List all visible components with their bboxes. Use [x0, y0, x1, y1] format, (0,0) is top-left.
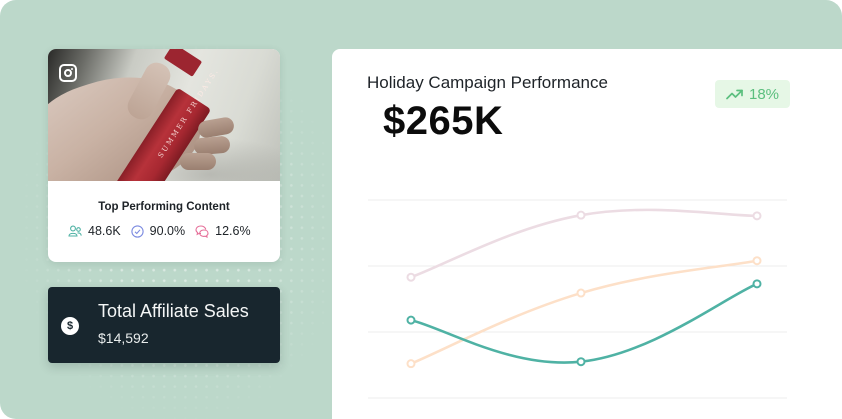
- data-point[interactable]: [752, 279, 762, 289]
- stat-value: 90.0%: [149, 224, 186, 238]
- users-icon: [68, 225, 82, 237]
- content-stats: 48.6K 90.0% 12.6%: [68, 224, 261, 238]
- panel-total-value: $265K: [383, 99, 504, 143]
- stat-value: 12.6%: [215, 224, 251, 238]
- affiliate-sales-card[interactable]: $ Total Affiliate Sales $14,592: [48, 287, 280, 363]
- stat-reach: 48.6K: [68, 224, 121, 238]
- series-line-orange: [409, 259, 759, 365]
- card-title: Top Performing Content: [98, 201, 230, 213]
- stat-engagement: 12.6%: [195, 224, 251, 238]
- content-photo[interactable]: SUMMER FRIDAYS.: [48, 49, 280, 181]
- top-content-card[interactable]: SUMMER FRIDAYS. Top Performing Content 4…: [48, 49, 280, 262]
- check-circle-icon: [131, 224, 144, 238]
- data-point[interactable]: [576, 357, 586, 367]
- series-line-teal: [409, 282, 759, 364]
- data-point[interactable]: [406, 272, 416, 282]
- data-point[interactable]: [752, 211, 762, 221]
- dollar-icon: $: [61, 317, 79, 335]
- affiliate-value: $14,592: [98, 330, 149, 346]
- data-point[interactable]: [576, 210, 586, 220]
- panel-title: Holiday Campaign Performance: [367, 73, 608, 92]
- trending-up-icon: [726, 89, 743, 99]
- data-point[interactable]: [406, 315, 416, 325]
- instagram-icon: [59, 64, 77, 82]
- data-point[interactable]: [576, 288, 586, 298]
- series-line-pink: [409, 208, 759, 279]
- data-point[interactable]: [406, 359, 416, 369]
- photo-finger: [180, 153, 216, 170]
- trend-badge: 18%: [715, 80, 790, 108]
- campaign-performance-panel: Holiday Campaign Performance $265K 18%: [332, 49, 842, 419]
- trend-value: 18%: [748, 85, 780, 103]
- data-point[interactable]: [752, 256, 762, 266]
- chat-bubbles-icon: [195, 224, 209, 238]
- stat-completion: 90.0%: [131, 224, 185, 238]
- stat-value: 48.6K: [88, 224, 121, 238]
- affiliate-title: Total Affiliate Sales: [98, 301, 249, 321]
